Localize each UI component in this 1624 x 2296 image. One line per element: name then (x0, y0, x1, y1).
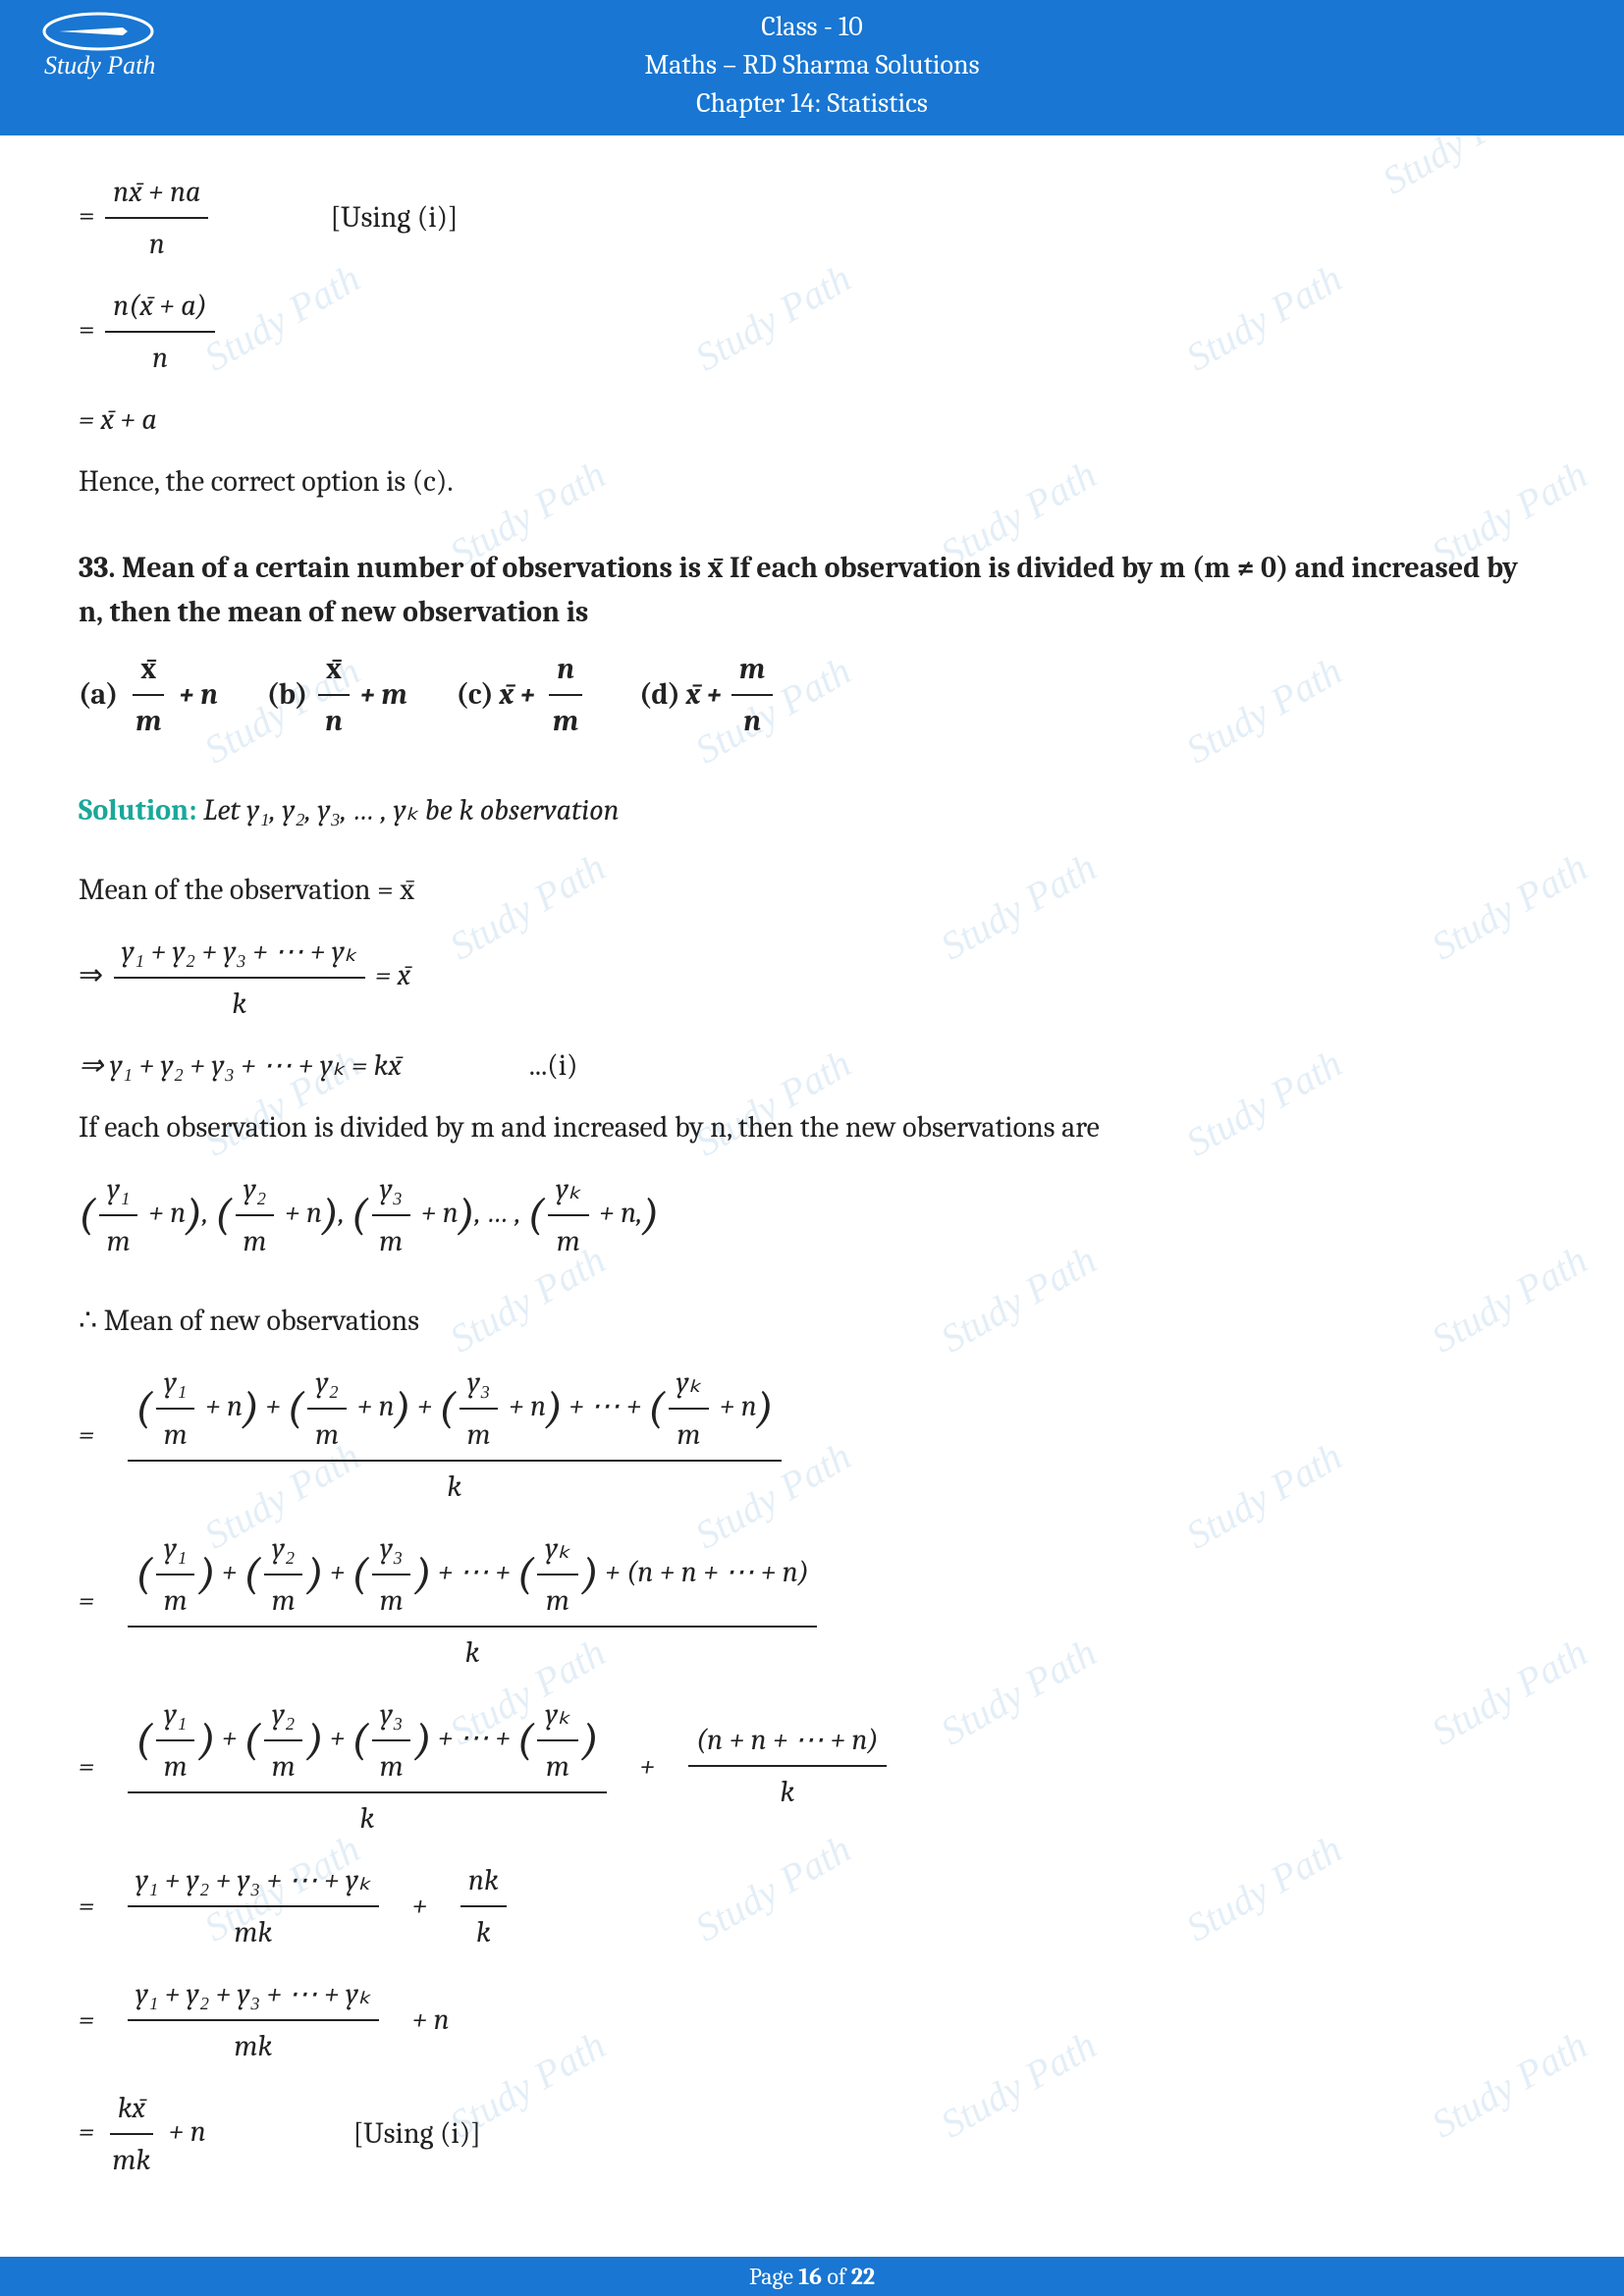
arrow2-text: ⇒ y₁ + y₂ + y₃ + ⋯ + yₖ = kx̄ (79, 1041, 402, 1091)
prev-step1-num: nx̄ + na (105, 167, 208, 219)
sol-obs-list: (y₁m + n), (y₂m + n), (y₃m + n), … , (yₖ… (79, 1164, 1545, 1266)
line5-num: y₁ + y₂ + y₃ + ⋯ + yₖ (128, 1969, 379, 2021)
footer-page-num: 16 (798, 2263, 822, 2290)
sol-mean-intro: Mean of the observation = x̄ (79, 865, 1545, 915)
sol-therefore: ∴ Mean of new observations (79, 1296, 1545, 1346)
prev-step2: = n(x̄ + a)n (79, 281, 1545, 383)
line4b-num: nk (460, 1855, 507, 1907)
footer-page-total: 22 (851, 2263, 875, 2290)
opt-a-tail: + n (179, 669, 217, 720)
opt-a-den: m (128, 696, 169, 746)
sol-line2: = (y₁m) + (y₂m) + (y₃m) + ⋯ + (yₖm) + (n… (79, 1523, 1545, 1678)
q33-option-d: (d) x̄ + mn (639, 644, 777, 746)
opt-c-label: (c) (457, 669, 494, 720)
line5-tail: + n (412, 1995, 450, 2045)
q33-text: Mean of a certain number of observations… (79, 551, 1518, 629)
page-footer: Page 16 of 22 (0, 2257, 1624, 2296)
line4a-num: y₁ + y₂ + y₃ + ⋯ + yₖ (128, 1855, 379, 1907)
q33-option-c: (c) x̄ + nm (457, 644, 590, 746)
opt-d-head: x̄ + (686, 669, 722, 720)
arrow1-num: y₁ + y₂ + y₃ + ⋯ + yₖ (114, 927, 365, 979)
header-subject: Maths – RD Sharma Solutions (0, 46, 1624, 84)
sol-arrow1: ⇒ y₁ + y₂ + y₃ + ⋯ + yₖk = x̄ (79, 927, 1545, 1029)
opt-a-num: x̄ (133, 644, 164, 696)
sol-line5: = y₁ + y₂ + y₃ + ⋯ + yₖmk + n (79, 1969, 1545, 2071)
prev-step1-den: n (141, 219, 173, 269)
prev-step3: = x̄ + a (79, 395, 1545, 445)
opt-d-den: n (735, 696, 768, 746)
solution-33: Solution: Let y₁, y₂, y₃, … , yₖ be k ob… (79, 785, 1545, 835)
prev-conclusion: Hence, the correct option is (c). (79, 456, 1545, 507)
page-content: = nx̄ + nan [Using (i)] = n(x̄ + a)n = x… (0, 135, 1624, 2185)
opt-c-den: m (545, 696, 586, 746)
arrow1-den: k (224, 979, 254, 1029)
sol-line4: = y₁ + y₂ + y₃ + ⋯ + yₖmk + nkk (79, 1855, 1545, 1957)
opt-b-tail: + m (360, 669, 407, 720)
sol-line6: = kx̄mk + n [Using (i)] (79, 2083, 1545, 2185)
opt-c-num: n (549, 644, 581, 696)
page-header: Study Path Class - 10 Maths – RD Sharma … (0, 0, 1624, 135)
line6-num: kx̄ (110, 2083, 153, 2135)
line4b-den: k (468, 1907, 499, 1957)
prev-step1: = nx̄ + nan [Using (i)] (79, 167, 1545, 269)
arrow1-tail: = x̄ (369, 958, 411, 992)
q33-option-b: (b) x̄n + m (267, 644, 407, 746)
header-chapter: Chapter 14: Statistics (0, 84, 1624, 123)
line5-den: mk (227, 2021, 281, 2071)
opt-b-den: n (317, 696, 350, 746)
line6-note: [Using (i)] (353, 2109, 481, 2159)
solution-label: Solution: (79, 793, 197, 828)
line6-den: mk (105, 2135, 159, 2185)
sol-line1: = (y₁m + n) + (y₂m + n) + (y₃m + n) + ⋯ … (79, 1358, 1545, 1512)
opt-b-num: x̄ (318, 644, 350, 696)
sol-intro: Let y₁, y₂, y₃, … , yₖ be k observation (203, 793, 619, 828)
q33-options: (a) x̄m + n (b) x̄n + m (c) x̄ + nm (d) … (79, 644, 1545, 746)
question-33: 33. Mean of a certain number of observat… (79, 546, 1545, 634)
prev-step2-num: n(x̄ + a) (105, 281, 215, 333)
footer-page-of: of (822, 2263, 851, 2290)
sol-divided-text: If each observation is divided by m and … (79, 1102, 1545, 1152)
logo: Study Path (29, 10, 167, 83)
opt-d-num: m (731, 644, 773, 696)
opt-a-label: (a) (79, 669, 118, 720)
opt-d-label: (d) (639, 669, 680, 720)
sol-line3: = (y₁m) + (y₂m) + (y₃m) + ⋯ + (yₖm)k + (… (79, 1689, 1545, 1843)
q33-number: 33. (79, 551, 115, 585)
header-class: Class - 10 (0, 8, 1624, 46)
arrow2-note: ...(i) (529, 1041, 578, 1091)
prev-step1-note: [Using (i)] (330, 192, 458, 242)
opt-c-head: x̄ + (500, 669, 535, 720)
footer-page-label: Page (749, 2263, 798, 2290)
sol-arrow2: ⇒ y₁ + y₂ + y₃ + ⋯ + yₖ = kx̄ ...(i) (79, 1041, 1545, 1091)
prev-step2-den: n (144, 333, 176, 383)
line6-tail: + n (162, 2114, 205, 2149)
opt-b-label: (b) (267, 669, 308, 720)
svg-text:Study Path: Study Path (44, 51, 155, 80)
line4a-den: mk (227, 1907, 281, 1957)
q33-option-a: (a) x̄m + n (79, 644, 218, 746)
